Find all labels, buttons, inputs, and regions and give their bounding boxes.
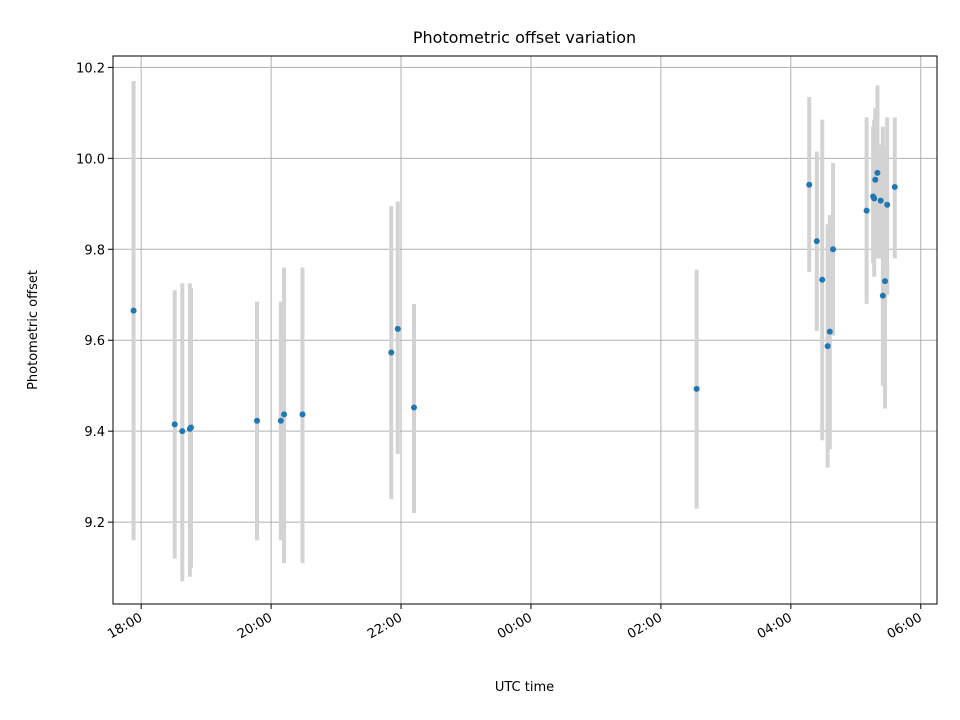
data-point bbox=[819, 276, 826, 283]
data-point bbox=[693, 385, 700, 392]
y-tick-label: 10.2 bbox=[76, 61, 105, 76]
data-point bbox=[254, 417, 261, 424]
x-tick-label: 20:00 bbox=[235, 610, 275, 642]
y-axis-label: Photometric offset bbox=[26, 270, 41, 390]
x-tick-label: 04:00 bbox=[755, 610, 795, 642]
y-tick-label: 9.4 bbox=[84, 425, 105, 440]
data-point bbox=[187, 424, 194, 431]
error-bars bbox=[131, 81, 897, 582]
data-point bbox=[882, 278, 889, 285]
data-point bbox=[884, 201, 891, 208]
data-point bbox=[891, 183, 898, 190]
data-point bbox=[824, 343, 831, 350]
chart-title: Photometric offset variation bbox=[413, 28, 636, 47]
x-tick-label: 18:00 bbox=[105, 610, 145, 642]
data-point bbox=[879, 292, 886, 299]
data-point bbox=[806, 181, 813, 188]
y-tick-label: 10.0 bbox=[76, 152, 105, 167]
data-point bbox=[171, 421, 178, 428]
y-tick-label: 9.2 bbox=[84, 516, 105, 531]
plot-frame bbox=[112, 55, 938, 605]
y-tick-label: 9.8 bbox=[84, 243, 105, 258]
data-point bbox=[872, 176, 879, 183]
data-point bbox=[871, 195, 878, 202]
data-point bbox=[277, 417, 284, 424]
x-tick-label: 22:00 bbox=[365, 610, 405, 642]
y-tick-label: 9.6 bbox=[84, 334, 105, 349]
data-points bbox=[130, 169, 898, 435]
x-tick-label: 02:00 bbox=[625, 610, 665, 642]
data-point bbox=[877, 197, 884, 204]
data-point bbox=[411, 404, 418, 411]
data-point bbox=[874, 169, 881, 176]
axis-ticks: 18:00 20:00 22:00 00:00 02:00 04:00 06:00 9.2 9.… bbox=[76, 61, 925, 642]
data-point bbox=[130, 307, 137, 314]
data-point bbox=[830, 246, 837, 253]
data-point bbox=[281, 411, 288, 418]
data-point bbox=[813, 238, 820, 245]
data-point bbox=[388, 349, 395, 356]
data-point bbox=[299, 411, 306, 418]
x-axis-label: UTC time bbox=[495, 680, 554, 695]
data-point bbox=[179, 428, 186, 435]
x-tick-label: 00:00 bbox=[495, 610, 535, 642]
data-point bbox=[826, 328, 833, 335]
data-point bbox=[863, 207, 870, 214]
grid bbox=[113, 56, 937, 604]
data-point bbox=[394, 325, 401, 332]
x-tick-label: 06:00 bbox=[885, 610, 925, 642]
